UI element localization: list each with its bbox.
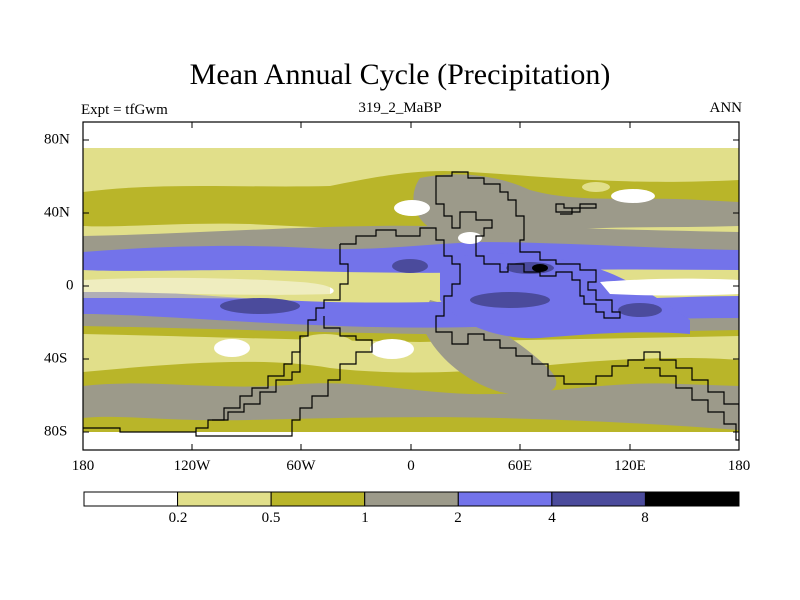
- contour-spot: [611, 189, 655, 203]
- contour-field: [83, 122, 739, 450]
- contour-core: [220, 298, 300, 314]
- contour-grey-nh: [413, 174, 739, 233]
- map-title: Mean Annual Cycle (Precipitation): [189, 58, 611, 91]
- experiment-label: Expt = tfGwm: [81, 102, 168, 118]
- colorbar-swatch: [644, 491, 740, 507]
- lat-label: 40N: [44, 204, 70, 221]
- lat-label: 40S: [44, 350, 68, 367]
- season-label: ANN: [709, 100, 743, 116]
- colorbar-swatch: [364, 491, 459, 507]
- coastlines: [83, 171, 739, 441]
- coast-east-islands: [560, 208, 573, 215]
- lon-label: 0: [407, 458, 415, 474]
- contour-spot: [295, 334, 355, 358]
- colorbar-label: 4: [548, 510, 556, 526]
- colorbar-swatch: [457, 491, 553, 507]
- lon-label: 120W: [173, 458, 211, 474]
- colorbar-swatch: [177, 491, 272, 507]
- lon-label: 60W: [286, 458, 316, 474]
- contour-grey-sh: [83, 383, 739, 430]
- lon-label: 180: [727, 458, 751, 474]
- colorbar-swatch: [551, 491, 646, 507]
- contour-spot: [394, 200, 430, 216]
- lon-label: 120E: [614, 458, 646, 474]
- lat-label: 80N: [44, 131, 70, 148]
- contour-core: [618, 303, 662, 317]
- coast-south-america: [195, 244, 373, 437]
- colorbar-label: 0.5: [261, 510, 281, 526]
- ticks: [82, 122, 740, 450]
- lon-label: 60E: [507, 458, 533, 474]
- colorbar-label: 2: [454, 510, 462, 526]
- contour-spot: [370, 339, 414, 359]
- lat-label: 0: [66, 277, 74, 294]
- coast-antarctic-arc: [212, 336, 301, 421]
- colorbar: [83, 491, 740, 507]
- contour-spot: [214, 339, 250, 357]
- colorbar-label: 1: [361, 510, 369, 526]
- colorbar-label: 0.2: [168, 510, 188, 526]
- contour-equatorial-light: [83, 271, 330, 300]
- coast-gondwana: [340, 227, 739, 441]
- contour-core: [392, 259, 428, 273]
- colorbar-swatch: [270, 491, 366, 507]
- contour-spot: [458, 232, 482, 244]
- contour-core: [532, 264, 548, 272]
- colorbar-swatch: [83, 491, 179, 507]
- run-id-label: 319_2_MaBP: [358, 100, 442, 116]
- contour-spot: [582, 182, 610, 192]
- contour-indopacific-wet: [440, 253, 690, 339]
- coast-laurasia: [435, 171, 621, 319]
- colorbar-label: 8: [641, 510, 649, 526]
- coast-ross: [83, 427, 196, 433]
- contour-core: [470, 292, 550, 308]
- lon-label: 180: [71, 458, 95, 474]
- contour-equatorial-dry-e: [600, 278, 739, 296]
- lat-label: 80S: [44, 423, 68, 440]
